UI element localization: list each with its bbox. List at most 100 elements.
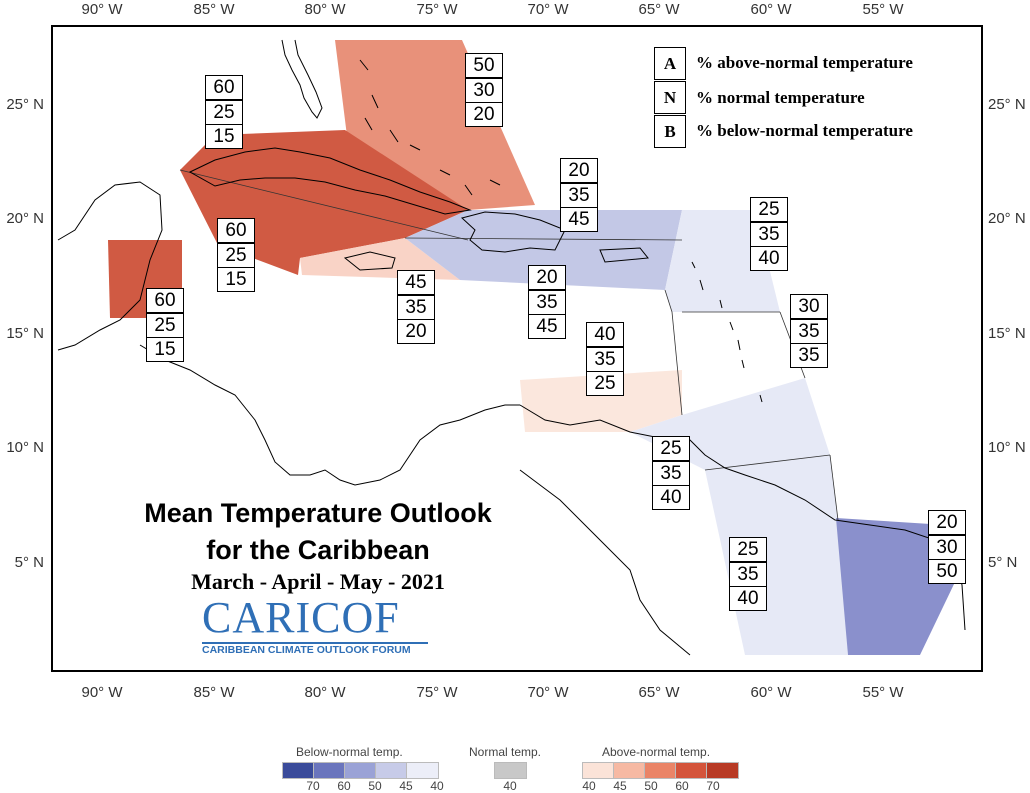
- colorbar-swatch-above: [644, 762, 677, 779]
- colorbar-tick: 70: [706, 779, 720, 793]
- colorbar-tick: 40: [503, 779, 517, 793]
- florida-coast: [281, 39, 323, 119]
- prob-box-bahamas-a: 50: [465, 53, 503, 78]
- prob-box-cuba-east-n: 25: [217, 242, 255, 268]
- colorbar-swatch-above: [675, 762, 708, 779]
- longitude-label: 65° W: [638, 1, 680, 18]
- prob-box-jamaica-n: 35: [397, 294, 435, 320]
- latitude-label: 20° N: [6, 210, 44, 227]
- latitude-labels-left: 25° N 20° N 15° N 10° N 5° N: [6, 96, 44, 571]
- map-title-line1: Mean Temperature Outlook: [144, 498, 492, 528]
- mexico-coast: [57, 181, 163, 351]
- longitude-label: 75° W: [416, 1, 458, 18]
- longitude-label: 90° W: [81, 1, 123, 18]
- latitude-label: 10° N: [988, 439, 1026, 456]
- colorbar-swatch-below: [313, 762, 346, 779]
- prob-box-greater-antilles-south-n: 35: [528, 289, 566, 315]
- leeward-islands: [691, 261, 763, 403]
- prob-box-greater-antilles-north-n: 35: [560, 182, 598, 208]
- longitude-label: 80° W: [304, 1, 346, 18]
- prob-box-cuba-west-n: 25: [205, 99, 243, 125]
- longitude-label: 80° W: [304, 684, 346, 701]
- prob-box-windward-islands-b: 35: [790, 343, 828, 368]
- legend-text-normal: % normal temperature: [696, 88, 865, 107]
- prob-box-suriname-n: 30: [928, 534, 966, 560]
- colorbar-tick: 50: [644, 779, 658, 793]
- prob-box-greater-antilles-south-a: 20: [528, 265, 566, 290]
- prob-box-cuba-east-a: 60: [217, 218, 255, 243]
- longitude-label: 70° W: [527, 1, 569, 18]
- prob-box-jamaica-a: 45: [397, 270, 435, 295]
- logo-underline: [202, 642, 428, 644]
- colorbar-tick: 45: [613, 779, 627, 793]
- colorbar-swatch-above: [582, 762, 615, 779]
- prob-box-belize-a: 60: [146, 288, 184, 313]
- longitude-label: 75° W: [416, 684, 458, 701]
- prob-box-belize-b: 15: [146, 337, 184, 362]
- colorbar-swatch-below: [344, 762, 377, 779]
- longitude-label: 85° W: [193, 684, 235, 701]
- legend-text-below: % below-normal temperature: [696, 121, 913, 140]
- prob-box-leeward-islands-b: 40: [750, 246, 788, 271]
- colorbar-tick: 60: [337, 779, 351, 793]
- colorbar-above-label: Above-normal temp.: [602, 745, 711, 759]
- cuba-coast: [188, 147, 472, 215]
- prob-box-leeward-islands-n: 35: [750, 221, 788, 247]
- latitude-label: 10° N: [6, 439, 44, 456]
- colorbar-below-label: Below-normal temp.: [296, 745, 403, 759]
- prob-box-abc-islands-n: 35: [586, 346, 624, 372]
- jamaica-coast: [343, 251, 396, 271]
- colorbar-tick: 40: [430, 779, 444, 793]
- prob-box-greater-antilles-north-a: 20: [560, 158, 598, 183]
- colorbar-swatch-above: [613, 762, 646, 779]
- longitude-label: 60° W: [750, 1, 792, 18]
- colorbar-swatch-above: [706, 762, 739, 779]
- legend-text-above: % above-normal temperature: [696, 53, 913, 72]
- legend-letter-b: B: [654, 115, 686, 148]
- coastlines: [57, 39, 966, 656]
- colorbar-tick: 50: [368, 779, 382, 793]
- colorbar-normal-label: Normal temp.: [469, 745, 542, 759]
- latitude-label: 15° N: [988, 325, 1026, 342]
- hispaniola-coast: [460, 211, 566, 253]
- prob-box-windward-islands-a: 30: [790, 294, 828, 319]
- prob-box-greater-antilles-south-b: 45: [528, 314, 566, 339]
- map-title-line2: for the Caribbean: [206, 535, 430, 565]
- prob-box-leeward-islands-a: 25: [750, 197, 788, 222]
- prob-box-suriname-b: 50: [928, 559, 966, 584]
- zone-jamaica: [300, 238, 460, 280]
- prob-box-guyana-a: 25: [729, 537, 767, 562]
- prob-box-bahamas-n: 30: [465, 77, 503, 103]
- zone-greater-antilles: [405, 210, 682, 290]
- colorbar-swatch-below: [282, 762, 315, 779]
- prob-box-abc-islands-a: 40: [586, 322, 624, 347]
- prob-box-abc-islands-b: 25: [586, 371, 624, 396]
- prob-box-windward-islands-n: 35: [790, 318, 828, 344]
- latitude-label: 5° N: [15, 554, 44, 571]
- longitude-labels-bottom: 90° W 85° W 80° W 75° W 70° W 65° W 60° W 55° W: [81, 684, 904, 701]
- puerto-rico-coast: [599, 247, 649, 263]
- logo-tagline: CARIBBEAN CLIMATE OUTLOOK FORUM: [202, 644, 411, 656]
- logo-wordmark: CARICOF: [202, 593, 400, 642]
- latitude-label: 15° N: [6, 325, 44, 342]
- longitude-labels-top: 90° W 85° W 80° W 75° W 70° W 65° W 60° W 55° W: [81, 1, 904, 18]
- legend-letter-n: N: [654, 81, 686, 114]
- zone-abc: [520, 370, 682, 432]
- colorbar-swatch-normal: [494, 762, 527, 779]
- longitude-label: 85° W: [193, 1, 235, 18]
- latitude-label: 25° N: [6, 96, 44, 113]
- colorbar-swatch-below: [406, 762, 439, 779]
- prob-box-guyana-n: 35: [729, 561, 767, 587]
- prob-box-greater-antilles-north-b: 45: [560, 207, 598, 232]
- venezuela-inland: [519, 469, 691, 656]
- prob-box-suriname-a: 20: [928, 510, 966, 535]
- prob-box-guyana-b: 40: [729, 586, 767, 611]
- colorbar-tick: 60: [675, 779, 689, 793]
- longitude-label: 60° W: [750, 684, 792, 701]
- longitude-label: 70° W: [527, 684, 569, 701]
- prob-box-bahamas-b: 20: [465, 102, 503, 127]
- prob-box-cuba-west-b: 15: [205, 124, 243, 149]
- colorbar-tick: 70: [306, 779, 320, 793]
- colorbar-tick: 45: [399, 779, 413, 793]
